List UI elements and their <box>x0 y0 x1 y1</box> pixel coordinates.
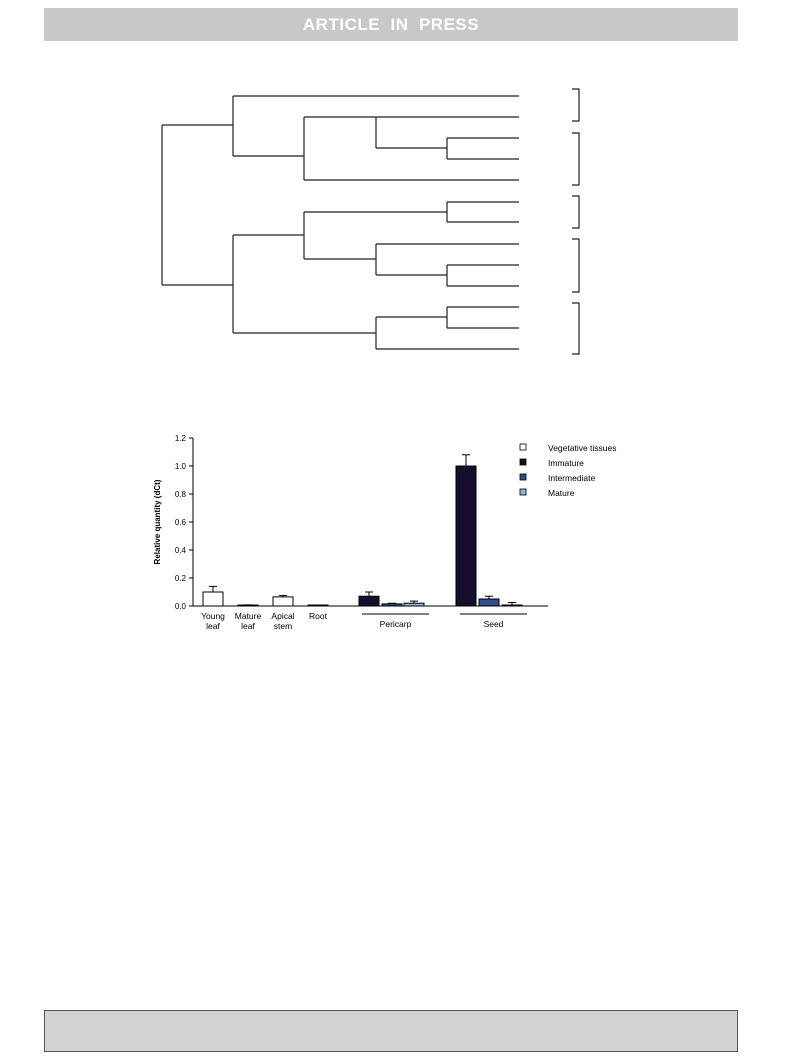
bar <box>501 604 523 607</box>
group-label: Seed <box>484 619 504 629</box>
y-tick-label: 0.4 <box>175 546 187 555</box>
legend-swatch <box>519 458 527 466</box>
bar <box>202 591 224 607</box>
bar <box>381 603 403 607</box>
bar <box>358 595 380 607</box>
legend-label: Mature <box>548 488 575 498</box>
y-tick-label: 0.8 <box>175 490 187 499</box>
footer-box <box>44 1010 738 1052</box>
legend-swatch <box>519 473 527 481</box>
bar <box>478 598 500 607</box>
clade-bracket <box>572 238 580 293</box>
bar <box>403 602 425 607</box>
clade-bracket <box>572 302 580 355</box>
x-tick-label: Apical <box>271 611 294 621</box>
bar <box>455 465 477 607</box>
legend-label: Vegetative tissues <box>548 443 617 453</box>
clade-bracket <box>572 132 580 186</box>
legend-swatch <box>519 488 527 496</box>
x-tick-label: leaf <box>241 621 255 631</box>
x-tick-label: stem <box>274 621 292 631</box>
x-tick-label: leaf <box>206 621 220 631</box>
legend-label: Immature <box>548 458 584 468</box>
clade-bracket <box>572 88 580 122</box>
relative-quantity-bar-chart: 0.00.20.40.60.81.01.2 YoungleafMaturelea… <box>153 434 617 631</box>
y-axis-label: Relative quantity (dCt) <box>153 479 162 564</box>
x-tick-label: Root <box>309 611 328 621</box>
article-in-press-banner: ARTICLE IN PRESS <box>44 8 738 41</box>
legend-label: Intermediate <box>548 473 596 483</box>
y-tick-label: 1.2 <box>175 434 187 443</box>
x-tick-label: Young <box>201 611 225 621</box>
group-label: Pericarp <box>380 619 412 629</box>
y-tick-label: 1.0 <box>175 462 187 471</box>
y-tick-label: 0.6 <box>175 518 187 527</box>
bar <box>272 596 294 607</box>
legend-swatch <box>519 443 527 451</box>
x-tick-label: Mature <box>235 611 262 621</box>
y-tick-label: 0.2 <box>175 574 187 583</box>
dendrogram-figure <box>161 88 580 355</box>
banner-text: ARTICLE IN PRESS <box>302 14 480 34</box>
y-tick-label: 0.0 <box>175 602 187 611</box>
clade-bracket <box>572 195 580 229</box>
